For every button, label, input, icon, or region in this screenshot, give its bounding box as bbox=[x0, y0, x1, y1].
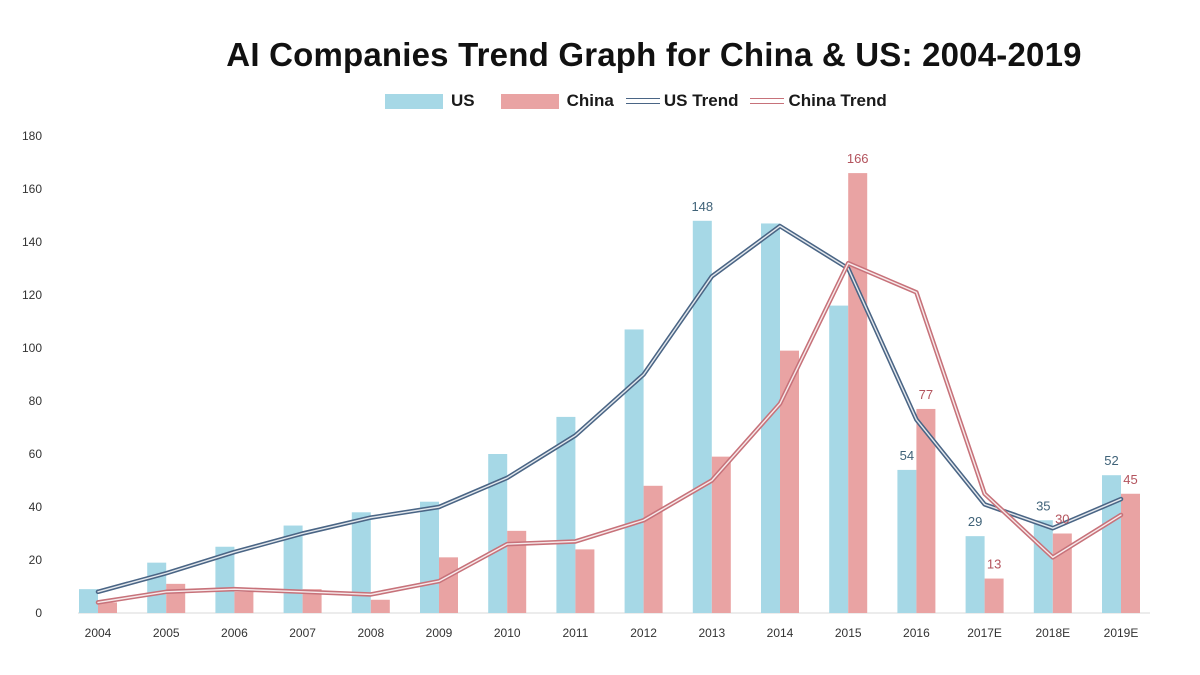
legend-item-china-trend: China Trend bbox=[750, 91, 887, 111]
line-china-trend-highlight bbox=[97, 262, 1122, 604]
x-tick-label: 2012 bbox=[630, 626, 657, 640]
x-tick-label: 2018E bbox=[1035, 626, 1070, 640]
x-tick-label: 2010 bbox=[494, 626, 521, 640]
bar-us bbox=[965, 536, 985, 613]
bar-us bbox=[556, 416, 576, 613]
bar-us bbox=[829, 305, 849, 613]
bar-us bbox=[420, 501, 439, 613]
y-tick-label: 160 bbox=[22, 182, 42, 196]
chart-title: AI Companies Trend Graph for China & US:… bbox=[226, 36, 1082, 73]
bar-china bbox=[234, 591, 254, 613]
legend-item-us: US bbox=[385, 91, 475, 111]
x-tick-label: 2019E bbox=[1104, 626, 1139, 640]
bar-china bbox=[643, 485, 663, 613]
bar-us bbox=[1102, 475, 1121, 613]
line-us-trend-highlight bbox=[97, 225, 1122, 593]
legend-swatch-us-trend bbox=[625, 98, 660, 104]
data-label-us: 29 bbox=[968, 514, 982, 529]
legend-swatch-china-trend bbox=[750, 98, 785, 104]
chart-legend: US China US Trend China Trend bbox=[385, 90, 899, 112]
bar-us bbox=[147, 562, 167, 613]
bar-us bbox=[897, 469, 917, 613]
y-tick-label: 80 bbox=[29, 394, 43, 408]
x-tick-label: 2006 bbox=[221, 626, 248, 640]
x-tick-label: 2011 bbox=[562, 626, 588, 640]
x-tick-label: 2014 bbox=[767, 626, 794, 640]
x-tick-label: 2017E bbox=[967, 626, 1002, 640]
bar-china bbox=[711, 456, 731, 613]
bar-us bbox=[215, 546, 235, 613]
y-tick-label: 20 bbox=[29, 553, 43, 567]
legend-label-china: China bbox=[566, 91, 614, 110]
data-label-china: 13 bbox=[987, 557, 1001, 572]
y-tick-label: 60 bbox=[29, 447, 43, 461]
bar-us bbox=[761, 223, 780, 613]
bar-china bbox=[302, 589, 322, 613]
bar-china bbox=[98, 602, 117, 613]
y-tick-label: 140 bbox=[22, 235, 42, 249]
bar-china bbox=[916, 408, 936, 613]
bar-us bbox=[351, 512, 371, 613]
x-tick-label: 2005 bbox=[153, 626, 180, 640]
data-label-us: 52 bbox=[1104, 453, 1118, 468]
bar-us bbox=[624, 329, 644, 613]
legend-label-china-trend: China Trend bbox=[788, 91, 887, 110]
data-label-china: 30 bbox=[1055, 512, 1069, 527]
x-tick-label: 2004 bbox=[85, 626, 112, 640]
bar-china bbox=[166, 583, 186, 613]
bar-china bbox=[984, 578, 1004, 613]
bar-us bbox=[692, 220, 712, 614]
y-tick-label: 40 bbox=[29, 500, 43, 514]
bar-us bbox=[1033, 520, 1053, 613]
legend-item-us-trend: US Trend bbox=[625, 91, 739, 111]
legend-label-us-trend: US Trend bbox=[663, 91, 739, 110]
x-tick-label: 2009 bbox=[426, 626, 453, 640]
x-tick-label: 2013 bbox=[698, 626, 725, 640]
x-tick-label: 2008 bbox=[357, 626, 384, 640]
bar-china bbox=[507, 530, 527, 613]
data-label-china: 166 bbox=[847, 151, 869, 166]
data-label-us: 54 bbox=[900, 448, 914, 463]
y-tick-label: 120 bbox=[22, 288, 42, 302]
legend-swatch-china bbox=[500, 93, 559, 109]
bar-china bbox=[1121, 493, 1140, 613]
y-tick-label: 180 bbox=[22, 129, 42, 143]
y-tick-label: 100 bbox=[22, 341, 42, 355]
x-tick-label: 2016 bbox=[903, 626, 930, 640]
data-label-china: 77 bbox=[919, 387, 933, 402]
y-tick-label: 0 bbox=[35, 606, 42, 620]
legend-label-us: US bbox=[451, 91, 475, 110]
x-tick-label: 2007 bbox=[289, 626, 316, 640]
x-tick-label: 2015 bbox=[835, 626, 862, 640]
bar-us bbox=[488, 454, 508, 613]
legend-swatch-us bbox=[385, 93, 443, 109]
bar-china bbox=[780, 350, 799, 613]
bar-china bbox=[575, 549, 595, 613]
bar-china bbox=[439, 557, 458, 613]
bar-china bbox=[370, 599, 390, 613]
legend-item-china: China bbox=[500, 91, 614, 111]
data-label-us: 35 bbox=[1036, 498, 1050, 513]
data-label-us: 148 bbox=[691, 199, 713, 214]
bar-china bbox=[848, 173, 868, 613]
bar-us bbox=[79, 589, 98, 613]
data-label-china: 45 bbox=[1123, 472, 1137, 487]
